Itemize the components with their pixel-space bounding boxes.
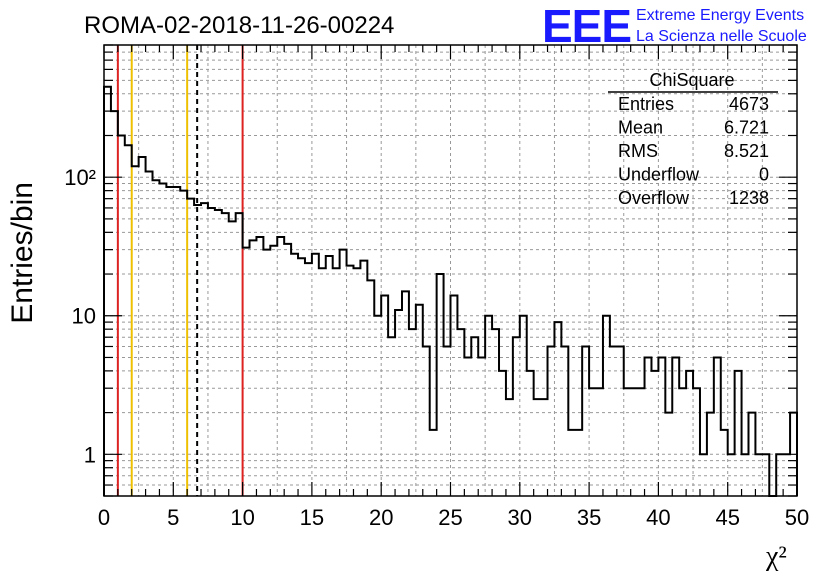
stats-row-value: 4673	[729, 94, 769, 114]
x-tick-label: 20	[369, 505, 393, 530]
x-tick-label: 50	[785, 505, 809, 530]
x-axis-label: χ²	[765, 541, 787, 572]
x-tick-label: 30	[508, 505, 532, 530]
stats-row-value: 1238	[729, 188, 769, 208]
x-tick-label: 10	[230, 505, 254, 530]
y-tick-label: 1	[84, 442, 96, 467]
stats-row-label: Entries	[618, 94, 674, 114]
x-tick-label: 25	[438, 505, 462, 530]
stats-row-value: 8.521	[724, 141, 769, 161]
x-tick-label: 40	[646, 505, 670, 530]
stats-row-value: 6.721	[724, 118, 769, 138]
y-tick-label: 10²	[64, 165, 96, 190]
stats-row-label: Mean	[618, 118, 663, 138]
stats-row-label: Underflow	[618, 165, 700, 185]
axis-ticks: 0 5 10 15 20 25 30 35 40 45 50 1 10 10²	[64, 44, 809, 530]
grid	[104, 44, 797, 497]
x-tick-label: 15	[300, 505, 324, 530]
reference-lines	[116, 45, 244, 496]
eee-logo: EEE Extreme Energy Events La Scienza nel…	[542, 0, 807, 52]
y-tick-label: 10	[72, 304, 96, 329]
x-tick-label: 5	[167, 505, 179, 530]
histogram-series	[103, 85, 798, 497]
x-tick-label: 45	[715, 505, 739, 530]
eee-logo-line1: Extreme Energy Events	[636, 7, 804, 24]
x-tick-label: 35	[577, 505, 601, 530]
eee-logo-mark: EEE	[542, 0, 631, 52]
x-tick-label: 0	[98, 505, 110, 530]
stats-row-label: RMS	[618, 141, 658, 161]
stats-box: ChiSquare Entries 4673 Mean 6.721 RMS 8.521 Un…	[608, 70, 778, 208]
chart-title: ROMA-02-2018-11-26-00224	[84, 12, 394, 39]
stats-row-label: Overflow	[618, 188, 690, 208]
eee-logo-line2: La Scienza nelle Scuole	[636, 28, 807, 45]
plot-frame	[103, 44, 798, 497]
stats-row-value: 0	[759, 165, 769, 185]
stats-title: ChiSquare	[649, 70, 734, 90]
y-axis-label: Entries/bin	[6, 182, 39, 324]
